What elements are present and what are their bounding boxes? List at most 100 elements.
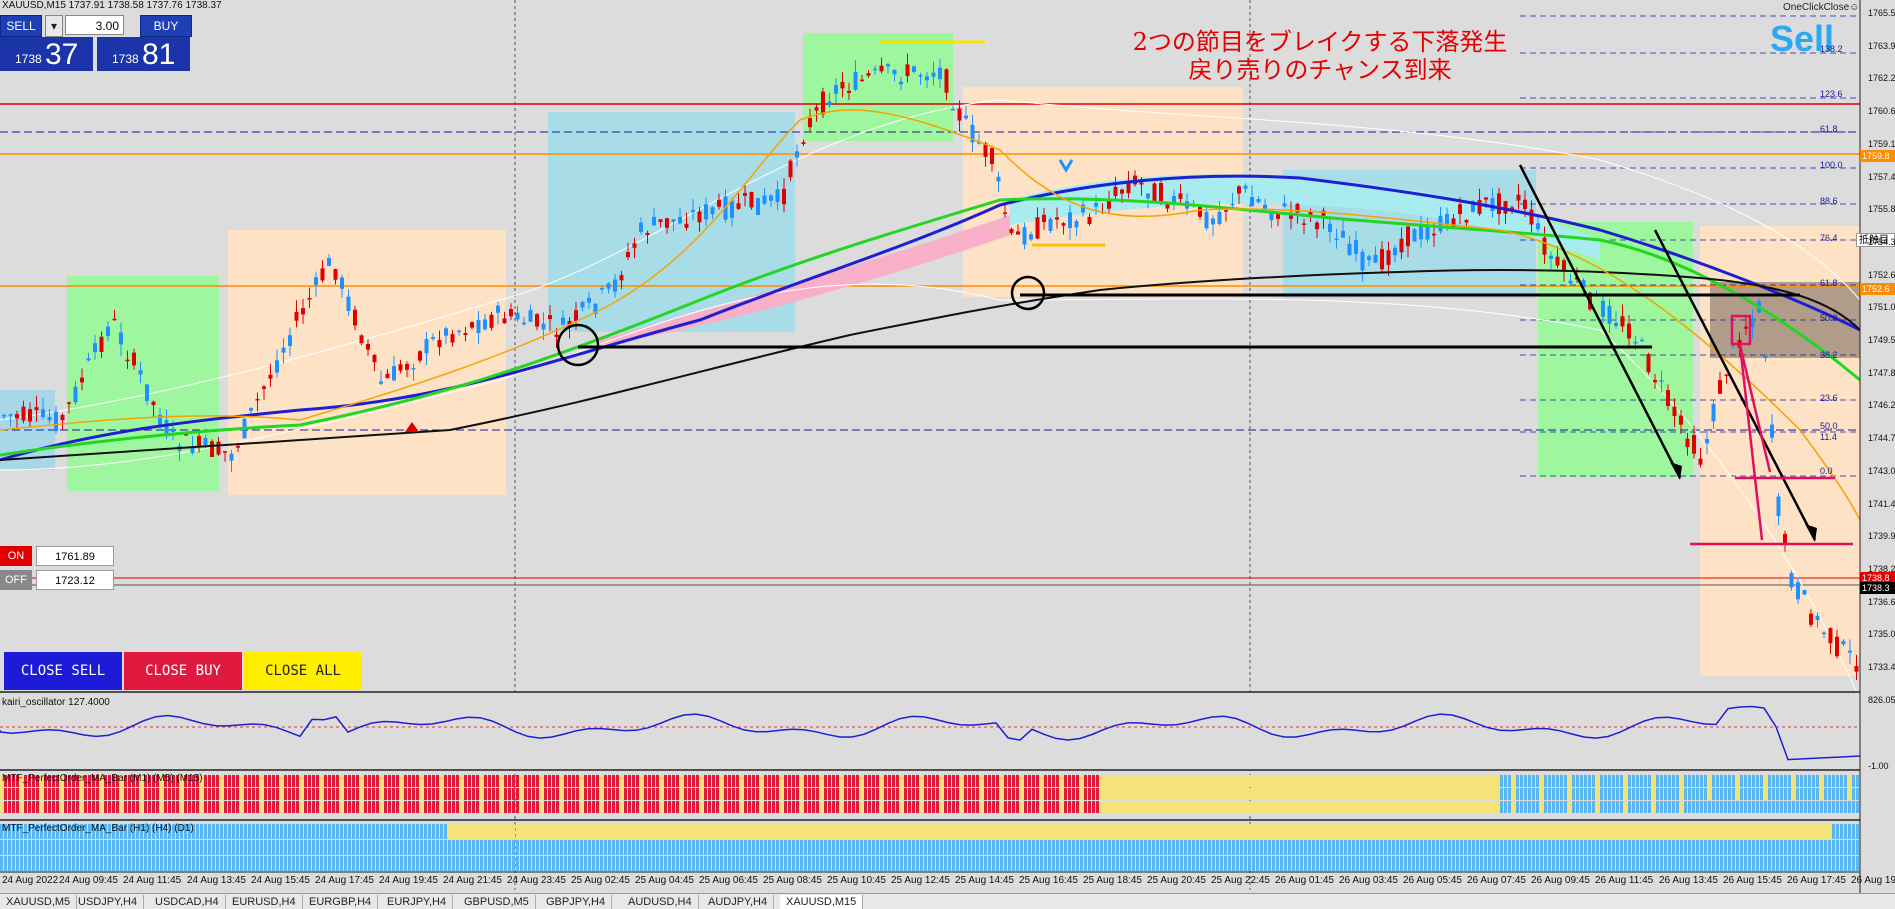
mtf-bar [1572, 775, 1575, 787]
mtf-bar [752, 788, 755, 800]
mtf-bar [348, 801, 351, 813]
symbol-tab[interactable]: AUDJPY,H4 [702, 895, 775, 909]
mtf-bar [916, 788, 919, 800]
mtf-bar [972, 801, 975, 813]
mtf-bar [80, 840, 83, 855]
mtf-bar [1772, 856, 1775, 871]
candle-body [1523, 199, 1527, 210]
mtf-bar [1700, 840, 1703, 855]
mtf-bar [644, 840, 647, 855]
candle-body [171, 428, 175, 432]
candle-body [73, 386, 78, 403]
mtf-bar [156, 856, 159, 871]
mtf-bar [800, 775, 803, 787]
candle-body [639, 222, 643, 232]
mtf-bar [444, 801, 447, 813]
mtf-bar [1684, 775, 1687, 787]
mtf-bar [692, 824, 695, 839]
mtf-bar [368, 775, 371, 787]
mtf-bar [88, 840, 91, 855]
symbol-tab[interactable]: USDJPY,H4 [72, 895, 145, 909]
off-level-input[interactable]: 1723.12 [36, 570, 114, 590]
mtf-bar [284, 801, 287, 813]
symbol-tab[interactable]: EURGBP,H4 [303, 895, 379, 909]
mtf-bar [72, 788, 75, 800]
mtf-bar [1172, 856, 1175, 871]
mtf-bar [1212, 801, 1215, 813]
mtf-bar [1696, 840, 1699, 855]
sell-button[interactable]: SELL [0, 15, 42, 37]
mtf-bar [1744, 824, 1747, 839]
on-level-input[interactable]: 1761.89 [36, 546, 114, 566]
mtf-bar [864, 775, 867, 787]
buy-button[interactable]: BUY [140, 15, 192, 37]
lot-size-input[interactable]: 3.00 [65, 15, 124, 35]
buy-price-display[interactable]: 1738 81 [97, 37, 190, 71]
mtf-bar [1440, 824, 1443, 839]
mtf-bar [1248, 788, 1251, 800]
candle-body [1113, 186, 1118, 197]
mtf-bar [592, 856, 595, 871]
mtf-bar [108, 775, 111, 787]
mtf-bar [1420, 801, 1423, 813]
mtf-bar [1680, 824, 1683, 839]
candle-body [1412, 229, 1417, 242]
mtf-bar [684, 856, 687, 871]
mtf-bar [148, 824, 151, 839]
mtf-bar [352, 824, 355, 839]
mtf-bar [1400, 856, 1403, 871]
symbol-tab[interactable]: XAUUSD,M5 [0, 895, 78, 909]
mtf-bar [1680, 801, 1683, 813]
close-sell-button[interactable]: CLOSE SELL [4, 652, 122, 690]
mtf-bar [904, 775, 907, 787]
mtf-bar [584, 824, 587, 839]
mtf-bar [672, 801, 675, 813]
symbol-tab[interactable]: USDCAD,H4 [149, 895, 226, 909]
mtf-bar [1856, 775, 1859, 787]
mtf-bar [1712, 788, 1715, 800]
mtf-bar [236, 788, 239, 800]
one-click-close-label[interactable]: OneClickClose☺ [1783, 2, 1860, 13]
mtf-bar [524, 775, 527, 787]
candle-body [873, 68, 877, 71]
mtf-bar [404, 856, 407, 871]
symbol-tab[interactable]: AUDUSD,H4 [622, 895, 699, 909]
mtf-bar [644, 824, 647, 839]
candle-body [1347, 243, 1352, 255]
mtf-bar [1260, 788, 1263, 800]
mtf-bar [1800, 856, 1803, 871]
symbol-tab[interactable]: GBPUSD,M5 [458, 895, 536, 909]
close-all-button[interactable]: CLOSE ALL [244, 652, 362, 690]
sell-price-display[interactable]: 1738 37 [0, 37, 93, 71]
mtf-bar [392, 840, 395, 855]
mtf-bar [284, 788, 287, 800]
mtf-bar [812, 840, 815, 855]
candle-body [762, 195, 767, 204]
lot-decrease-button[interactable]: ▾ [45, 15, 63, 37]
mtf-bar [100, 801, 103, 813]
mtf-bar [788, 775, 791, 787]
close-buy-button[interactable]: CLOSE BUY [124, 652, 242, 690]
mtf-bar [356, 856, 359, 871]
symbol-tab[interactable]: XAUUSD,M15 [780, 895, 864, 909]
off-toggle[interactable]: OFF [0, 570, 32, 590]
candle-body [1822, 632, 1826, 635]
mtf-bar [224, 801, 227, 813]
mtf-bar [1584, 801, 1587, 813]
on-toggle[interactable]: ON [0, 546, 32, 566]
candle-body [1614, 322, 1618, 326]
symbol-tab[interactable]: EURUSD,H4 [226, 895, 303, 909]
mtf-bar [1244, 775, 1247, 787]
mtf-bar [1660, 824, 1663, 839]
mtf-bar [1584, 775, 1587, 787]
mtf-bar [1368, 856, 1371, 871]
symbol-tab[interactable]: EURJPY,H4 [381, 895, 454, 909]
symbol-tab[interactable]: GBPJPY,H4 [540, 895, 613, 909]
mtf-bar [856, 801, 859, 813]
mtf-bar [1648, 788, 1651, 800]
candle-body [431, 337, 435, 339]
candle-body [964, 115, 968, 119]
on-level-row: ON 1761.89 [0, 546, 115, 566]
mtf-bar [632, 856, 635, 871]
